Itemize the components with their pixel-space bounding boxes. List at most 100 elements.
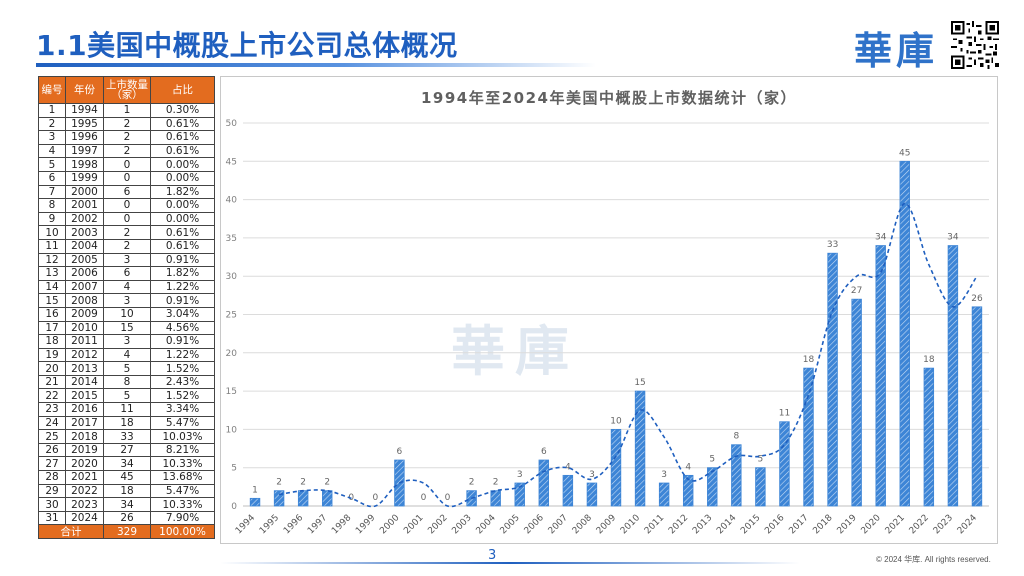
table-row: 1 1994 1 0.30%	[38, 103, 215, 118]
x-tick-label: 1994	[234, 513, 257, 536]
cell-year: 2006	[65, 266, 104, 281]
bar	[827, 252, 838, 507]
table-row: 22 2015 5 1.52%	[38, 388, 215, 404]
cell-year: 2023	[65, 497, 104, 512]
data-label: 6	[541, 447, 547, 457]
cell-count: 0	[103, 157, 151, 172]
cell-share: 1.82%	[150, 184, 215, 200]
cell-count: 1	[103, 103, 151, 118]
cell-count: 26	[103, 510, 151, 526]
cell-number: 31	[38, 510, 66, 526]
cell-share: 0.61%	[150, 225, 215, 240]
cell-count: 15	[103, 320, 151, 336]
cell-number: 7	[38, 184, 66, 200]
bar	[249, 497, 261, 507]
bar	[297, 490, 309, 507]
data-label: 3	[589, 470, 595, 480]
cell-year: 2021	[65, 470, 104, 485]
table-row: 11 2004 2 0.61%	[38, 238, 215, 254]
cell-count: 34	[103, 497, 151, 512]
x-tick-label: 2009	[595, 513, 618, 536]
x-tick-label: 2011	[643, 513, 666, 536]
x-tick-label: 2023	[932, 513, 955, 536]
cell-share: 10.33%	[150, 497, 215, 512]
header-count: 上市数量（家）	[103, 76, 151, 104]
y-tick-label: 5	[231, 464, 237, 474]
cell-year: 2000	[65, 184, 104, 200]
cell-count: 27	[103, 442, 151, 458]
data-label: 6	[397, 447, 403, 457]
cell-year: 2017	[65, 415, 104, 431]
data-label: 45	[899, 148, 910, 158]
cell-count: 3	[103, 252, 151, 268]
table-row: 9 2002 0 0.00%	[38, 211, 215, 227]
bar	[273, 490, 285, 507]
cell-share: 0.00%	[150, 198, 215, 213]
cell-year: 2009	[65, 306, 104, 322]
cell-year: 2015	[65, 388, 104, 404]
data-label: 27	[851, 286, 862, 296]
brand-logo: 華庫	[854, 28, 939, 73]
cell-count: 3	[103, 334, 151, 349]
bar	[634, 390, 646, 507]
data-label: 34	[875, 233, 887, 243]
x-tick-label: 2016	[763, 513, 786, 536]
y-tick-label: 35	[226, 234, 237, 244]
cell-number: 24	[38, 415, 66, 431]
cell-share: 1.52%	[150, 388, 215, 404]
cell-number: 1	[38, 103, 66, 118]
cell-number: 2	[38, 116, 66, 132]
cell-share: 10.03%	[150, 429, 215, 444]
cell-count: 18	[103, 415, 151, 431]
cell-share: 5.47%	[150, 483, 215, 499]
cell-count: 0	[103, 211, 151, 227]
cell-share: 0.61%	[150, 238, 215, 254]
data-label: 15	[634, 378, 645, 388]
data-label: 5	[758, 455, 764, 465]
table-header-row: 编号 年份 上市数量（家） 占比	[38, 76, 215, 104]
header-share: 占比	[150, 76, 215, 104]
cell-share: 0.91%	[150, 334, 215, 349]
table-row: 23 2016 11 3.34%	[38, 402, 215, 417]
x-tick-label: 2017	[787, 513, 810, 536]
table-row: 20 2013 5 1.52%	[38, 361, 215, 376]
cell-share: 13.68%	[150, 470, 215, 485]
x-tick-label: 2010	[619, 513, 642, 536]
x-tick-label: 2022	[908, 513, 931, 536]
table-row: 13 2006 6 1.82%	[38, 266, 215, 281]
cell-count: 2	[103, 116, 151, 132]
cell-count: 8	[103, 374, 151, 390]
cell-number: 27	[38, 456, 66, 472]
cell-count: 5	[103, 388, 151, 404]
cell-number: 19	[38, 347, 66, 363]
table-row: 21 2014 8 2.43%	[38, 374, 215, 390]
cell-number: 26	[38, 442, 66, 458]
y-tick-label: 0	[231, 502, 237, 512]
cell-year: 2024	[65, 510, 104, 526]
cell-share: 0.30%	[150, 103, 215, 118]
cell-year: 2019	[65, 442, 104, 458]
cell-count: 3	[103, 293, 151, 308]
total-label: 合计	[38, 524, 104, 539]
bar	[899, 160, 910, 507]
table-row: 28 2021 45 13.68%	[38, 470, 215, 485]
x-tick-label: 2012	[667, 513, 690, 536]
x-tick-label: 1999	[354, 513, 377, 536]
data-label: 0	[372, 493, 378, 503]
cell-number: 29	[38, 483, 66, 499]
title-underline	[36, 63, 596, 67]
cell-number: 25	[38, 429, 66, 444]
cell-number: 28	[38, 470, 66, 485]
cell-share: 0.61%	[150, 130, 215, 145]
cell-count: 2	[103, 238, 151, 254]
cell-share: 1.22%	[150, 347, 215, 363]
y-tick-label: 40	[226, 196, 238, 206]
cell-year: 2013	[65, 361, 104, 376]
data-label: 3	[661, 470, 667, 480]
cell-number: 13	[38, 266, 66, 281]
data-label: 33	[827, 240, 838, 250]
bar	[803, 367, 814, 507]
x-tick-label: 2018	[811, 513, 834, 536]
cell-share: 3.04%	[150, 306, 215, 322]
cell-share: 0.91%	[150, 293, 215, 308]
